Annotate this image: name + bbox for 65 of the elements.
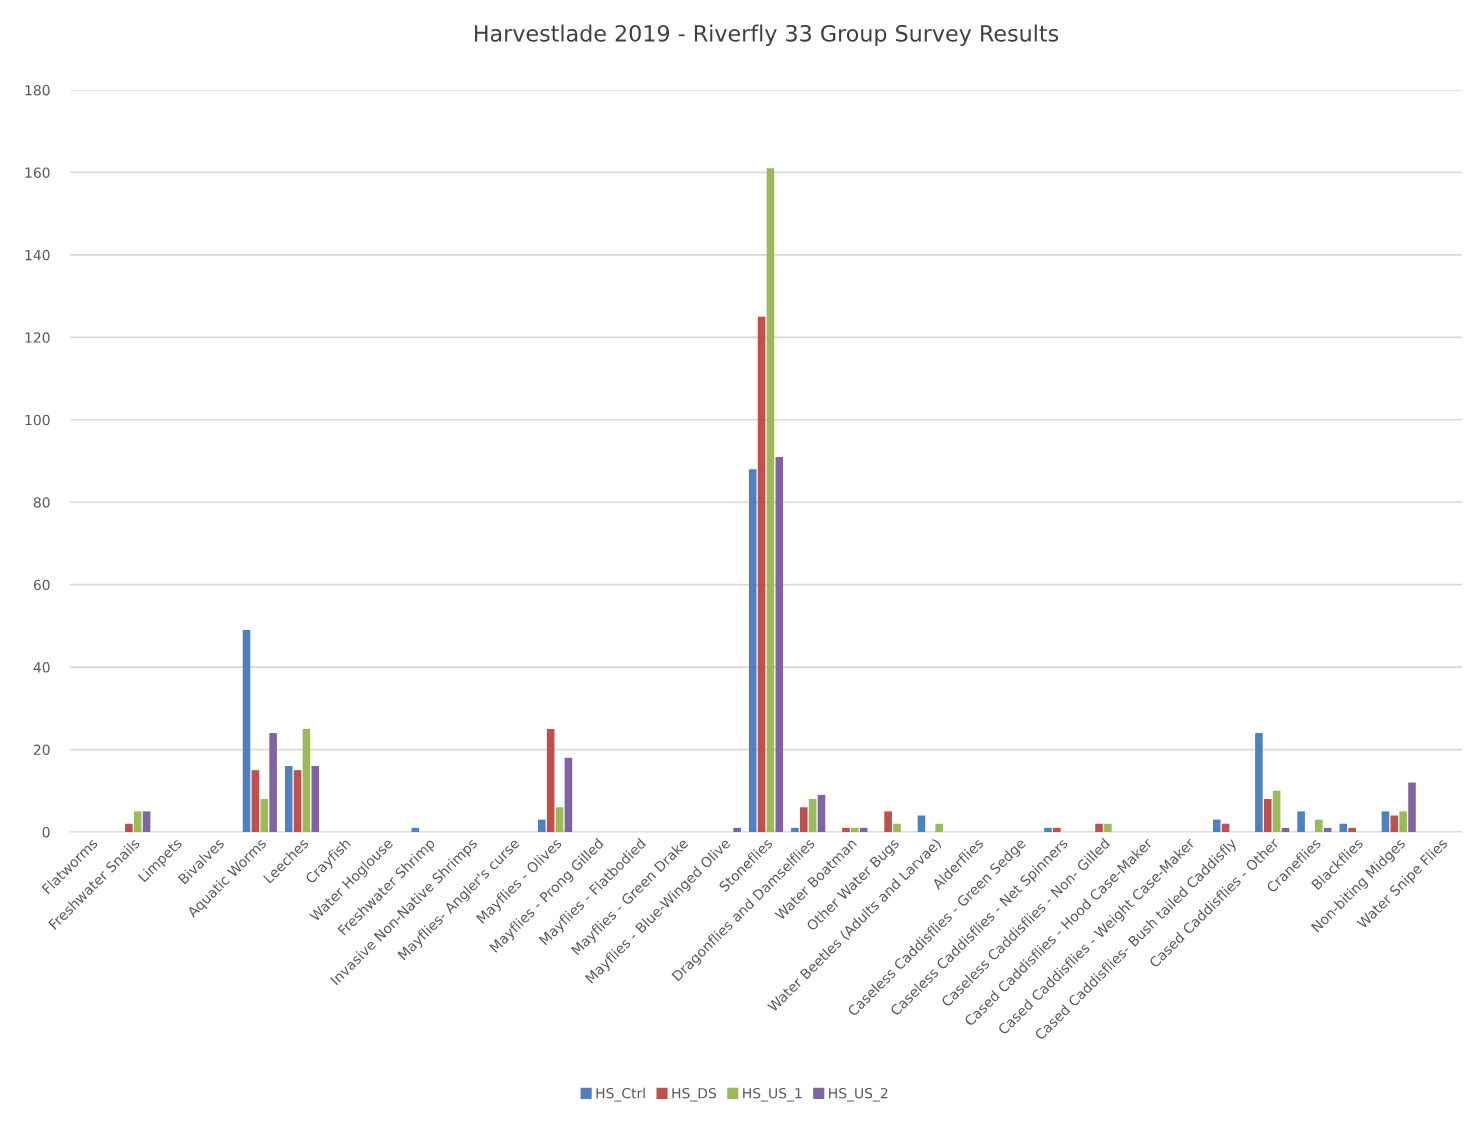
y-tick-label: 120 [25,332,50,343]
bar [859,827,868,832]
bar [1272,790,1281,832]
bar [1053,827,1061,832]
y-tick-label: 0 [42,826,50,838]
bar [1408,782,1416,832]
bar [125,823,133,832]
y-tick-label: 20 [33,744,50,756]
bar [1339,823,1348,832]
bar [917,815,926,832]
bar [142,811,151,832]
bar [411,827,420,832]
bar [555,807,564,832]
bar [242,630,251,832]
bar [302,728,311,832]
bar [546,728,555,832]
y-tick-label: 60 [33,579,50,591]
bar [1390,815,1399,832]
bar [1255,733,1263,832]
bar [884,811,892,832]
chart-title: Harvestlade 2019 - Riverfly 33 Group Survey Results [475,24,1059,47]
legend-label: HS_US_1 [743,1087,802,1102]
y-tick-label: 80 [33,497,50,508]
bar [1263,799,1272,832]
bar [748,469,757,832]
bar [775,456,784,832]
bar [1281,827,1290,832]
bar [133,811,142,832]
y-tick-label: 40 [33,662,50,673]
bar [1381,811,1390,832]
bar [260,799,269,832]
bar [1315,819,1323,832]
bar [1348,827,1356,832]
bar [842,827,850,832]
y-tick-label: 140 [25,249,50,261]
y-tick-label: 180 [25,84,50,96]
bar [564,757,573,832]
bar [935,823,943,832]
bar [538,819,546,832]
bar [284,766,293,832]
bar [733,827,741,832]
y-tick-label: 100 [25,414,50,426]
bar [1297,811,1305,832]
bar [757,316,766,832]
bar [817,794,826,832]
legend-label: HS_US_2 [829,1087,888,1102]
bar [766,168,775,832]
legend-label: HS_Ctrl [596,1087,645,1102]
bar [293,770,302,832]
bar [791,827,799,832]
bar [851,827,859,832]
bar [1044,827,1052,832]
legend-label: HS_DS [672,1087,717,1102]
bar [1212,819,1221,832]
bar [251,770,260,832]
bar [1399,811,1407,832]
bar [1104,823,1112,832]
y-tick-label: 160 [25,167,50,178]
bar [269,733,277,832]
bar [311,766,320,832]
bar [1095,823,1103,832]
bar [799,807,808,832]
bar [808,799,817,832]
bar [893,823,901,832]
bar [1323,827,1332,832]
